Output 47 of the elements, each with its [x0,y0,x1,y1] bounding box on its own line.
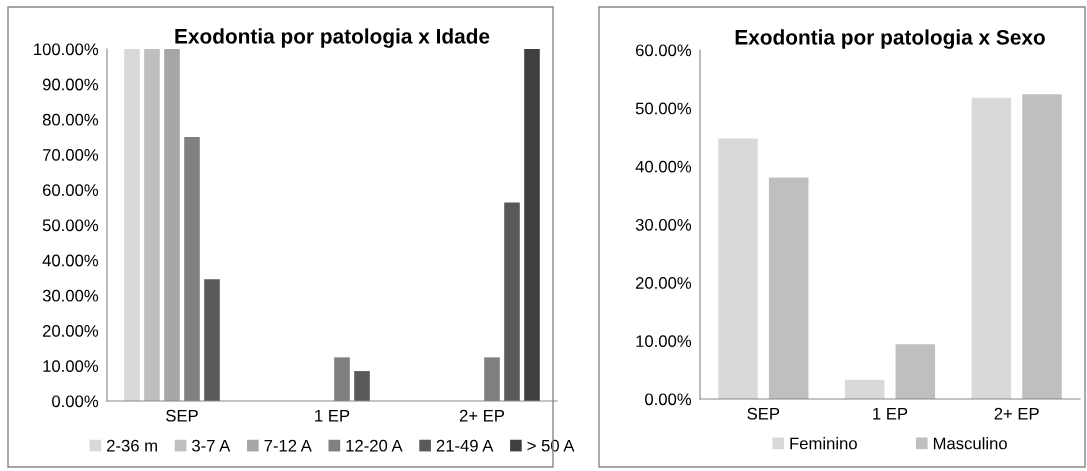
chart-title: Exodontia por patologia x Idade [175,28,490,48]
legend-label: Masculino [933,437,1007,450]
y-tick-label: 20.00% [635,277,692,289]
legend-label: 21-49 A [436,439,494,452]
legend-label: Feminino [790,437,857,450]
x-tick-label: 2+ EP [994,407,1039,420]
bar [844,379,885,399]
y-tick-label: 0.00% [645,393,692,406]
y-tick-label: 40.00% [42,254,99,267]
bar [164,49,180,401]
bar [204,279,220,401]
y-tick-label: 50.00% [635,102,692,115]
x-tick-label: 1 EP [873,407,908,420]
bar [144,49,160,401]
y-tick-label: 70.00% [43,149,99,161]
bar [718,138,758,399]
y-tick-label: 10.00% [636,335,692,348]
bar [504,202,520,401]
bar [524,49,540,401]
x-tick-label: SEP [747,407,780,420]
bar [124,49,140,401]
bar [768,177,809,399]
y-tick-label: 80.00% [42,113,99,126]
x-tick-label: 1 EP [315,409,350,422]
legend-label: > 50 A [527,439,575,452]
legend-label: 3-7 A [192,439,231,452]
y-tick-label: 30.00% [42,289,99,302]
y-tick-label: 60.00% [42,184,99,196]
y-tick-label: 40.00% [635,160,692,173]
bar [1022,94,1062,399]
bar [971,97,1012,399]
y-tick-label: 50.00% [42,219,99,232]
legend-label: 7-12 A [264,439,312,452]
y-tick-label: 10.00% [43,360,99,372]
x-tick-label: 2+ EP [459,409,505,422]
y-tick-label: 100.00% [34,43,99,56]
bar [895,344,936,399]
chart-title: Exodontia por patologia x Sexo [735,29,1045,49]
y-tick-label: 0.00% [52,395,99,408]
bar [354,371,370,401]
x-tick-label: SEP [166,409,198,422]
y-tick-label: 20.00% [42,325,99,337]
legend-label: 12-20 A [346,439,403,452]
y-tick-label: 90.00% [42,78,99,91]
y-tick-label: 30.00% [635,218,692,231]
legend-label: 2-36 m [107,439,157,452]
y-tick-label: 60.00% [635,44,692,57]
